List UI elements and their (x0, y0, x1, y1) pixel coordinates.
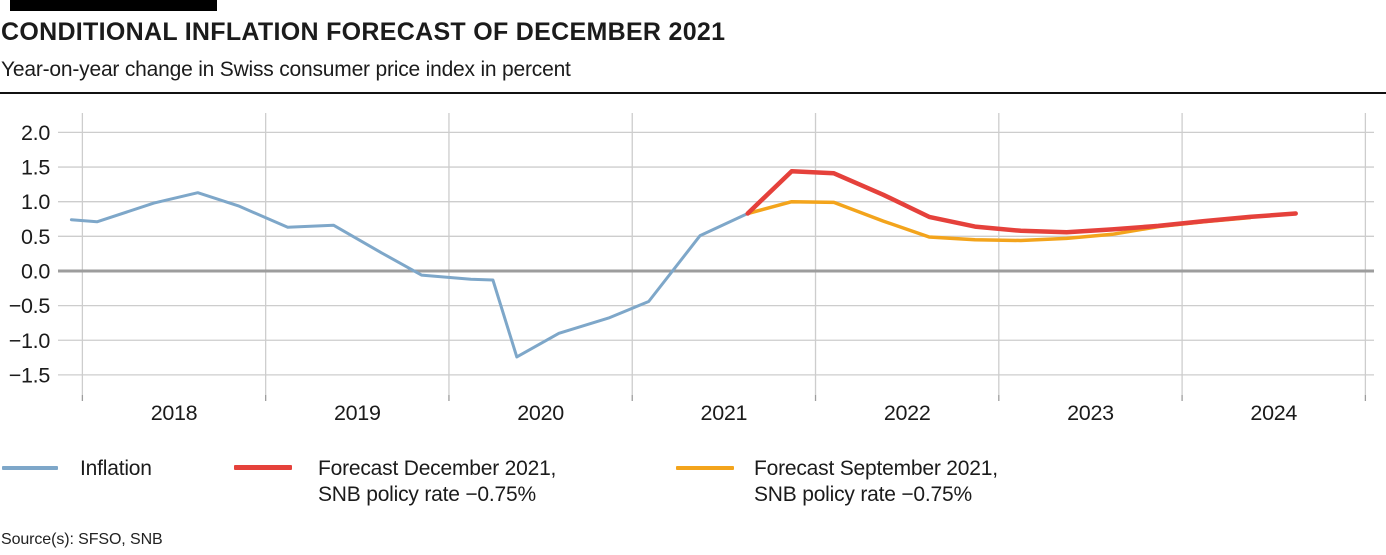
y-tick-label: −0.5 (9, 294, 51, 318)
legend-swatch-forecast-december (234, 465, 292, 470)
x-tick-label: 2021 (701, 401, 748, 425)
x-tick-label: 2020 (517, 401, 564, 425)
inflation-line (69, 191, 750, 359)
x-tick-label: 2024 (1250, 401, 1297, 425)
header-divider (0, 92, 1386, 94)
legend-label-forecast-december: Forecast December 2021, SNB policy rate … (318, 456, 556, 508)
page-subtitle: Year-on-year change in Swiss consumer pr… (1, 58, 571, 81)
legend-label-forecast-december-line2: SNB policy rate −0.75% (318, 483, 536, 506)
legend-swatch-inflation (2, 466, 58, 470)
legend-label-forecast-september: Forecast September 2021, SNB policy rate… (754, 456, 998, 508)
legend-swatch-forecast-september (676, 466, 734, 470)
forecast-december-line (745, 168, 1298, 235)
legend-label-inflation: Inflation (80, 457, 152, 480)
page-title: CONDITIONAL INFLATION FORECAST OF DECEMB… (1, 18, 726, 46)
y-tick-label: 0.5 (21, 225, 50, 249)
y-tick-label: 1.0 (21, 190, 50, 214)
y-tick-label: 2.0 (21, 121, 50, 145)
y-tick-label: 1.5 (21, 156, 50, 180)
x-tick-label: 2018 (151, 401, 198, 425)
x-tick-label: 2019 (334, 401, 381, 425)
y-tick-label: −1.0 (9, 329, 51, 353)
legend-label-forecast-september-line1: Forecast September 2021, (754, 457, 998, 480)
y-tick-label: −1.5 (9, 363, 51, 387)
legend-label-forecast-december-line1: Forecast December 2021, (318, 457, 557, 480)
y-tick-label: 0.0 (21, 259, 50, 283)
title-accent-bar (10, 0, 217, 11)
source-note: Source(s): SFSO, SNB (1, 531, 163, 548)
x-tick-label: 2022 (884, 401, 931, 425)
legend-label-forecast-september-line2: SNB policy rate −0.75% (754, 483, 972, 506)
x-tick-label: 2023 (1067, 401, 1114, 425)
